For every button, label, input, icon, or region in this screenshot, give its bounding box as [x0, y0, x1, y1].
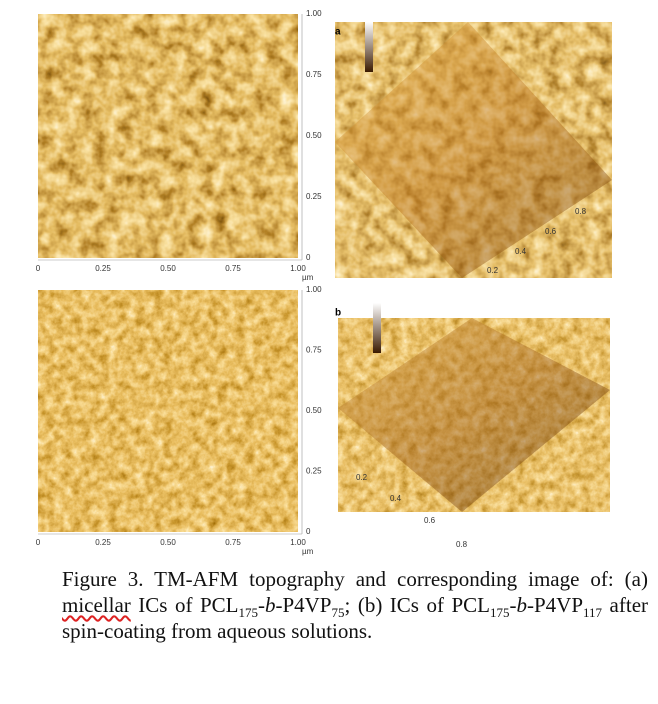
- x-tick-label: 0.50: [160, 264, 176, 273]
- caption-text: ICs of PCL: [130, 593, 239, 617]
- caption-subscript: 175: [489, 605, 510, 621]
- y-tick-label: 0.75: [306, 70, 322, 79]
- x-tick-label: 0.75: [225, 264, 241, 273]
- caption-text: -: [509, 593, 517, 617]
- x-tick-label: 0.50: [160, 538, 176, 547]
- y-tick-label: 0.25: [306, 467, 322, 476]
- x-tick-label: 1.00: [290, 538, 306, 547]
- depth-tick-label: 0.4: [515, 247, 527, 256]
- x-tick-label: 0.25: [95, 538, 111, 547]
- panel-label: b: [335, 308, 341, 319]
- caption-text: Figure 3. TM-AFM topography and correspo…: [62, 567, 648, 591]
- y-tick-label: 0: [306, 253, 311, 262]
- caption-text: micellar: [62, 593, 131, 617]
- afm-3d-shade: [338, 318, 610, 512]
- x-tick-label: 0.25: [95, 264, 111, 273]
- y-tick-label: 0.75: [306, 346, 322, 355]
- depth-tick-label: 0.6: [545, 227, 557, 236]
- afm-image: [38, 290, 298, 532]
- caption-text: -P4VP: [275, 593, 332, 617]
- caption-text: ; (b) ICs of PCL: [344, 593, 490, 617]
- afm-image: [38, 14, 298, 258]
- y-tick-label: 1.00: [306, 285, 322, 294]
- y-tick-label: 0.50: [306, 406, 322, 415]
- caption-subscript: 175: [238, 605, 258, 621]
- caption-text: after spin-coating from aqueous solution…: [62, 593, 649, 643]
- x-tick-label: 0: [36, 538, 41, 547]
- depth-tick-label: 0.2: [487, 266, 499, 275]
- y-tick-label: 0: [306, 527, 311, 536]
- caption-italic: b: [516, 593, 527, 617]
- afm-3d-shade: [335, 22, 612, 278]
- color-scale: [373, 303, 381, 353]
- y-tick-label: 0.50: [306, 131, 322, 140]
- axis-unit: µm: [302, 273, 314, 282]
- depth-tick-label: 0.8: [456, 540, 468, 549]
- figure: 0 0.25 0.50 0.75 1.0000.250.500.751.00µma0.2…: [36, 9, 612, 556]
- x-tick-label: 1.00: [290, 264, 306, 273]
- x-tick-label: 0.75: [225, 538, 241, 547]
- caption-subscript: 117: [583, 605, 603, 621]
- depth-tick-label: 0.8: [575, 207, 587, 216]
- caption-text: -: [257, 593, 265, 617]
- depth-tick-label: 0.6: [424, 516, 436, 525]
- color-scale: [365, 22, 373, 72]
- y-tick-label: 0.25: [306, 192, 322, 201]
- axis-unit: µm: [302, 547, 314, 556]
- figure-caption: Figure 3. TM-AFM topography and correspo…: [62, 566, 648, 644]
- panel-label: a: [335, 27, 341, 38]
- caption-subscript: 75: [331, 605, 345, 621]
- x-tick-label: 0: [36, 264, 41, 273]
- depth-tick-label: 0.2: [356, 473, 368, 482]
- caption-text: -P4VP: [526, 593, 584, 617]
- caption-italic: b: [264, 593, 276, 617]
- depth-tick-label: 0.4: [390, 494, 402, 503]
- y-tick-label: 1.00: [306, 9, 322, 18]
